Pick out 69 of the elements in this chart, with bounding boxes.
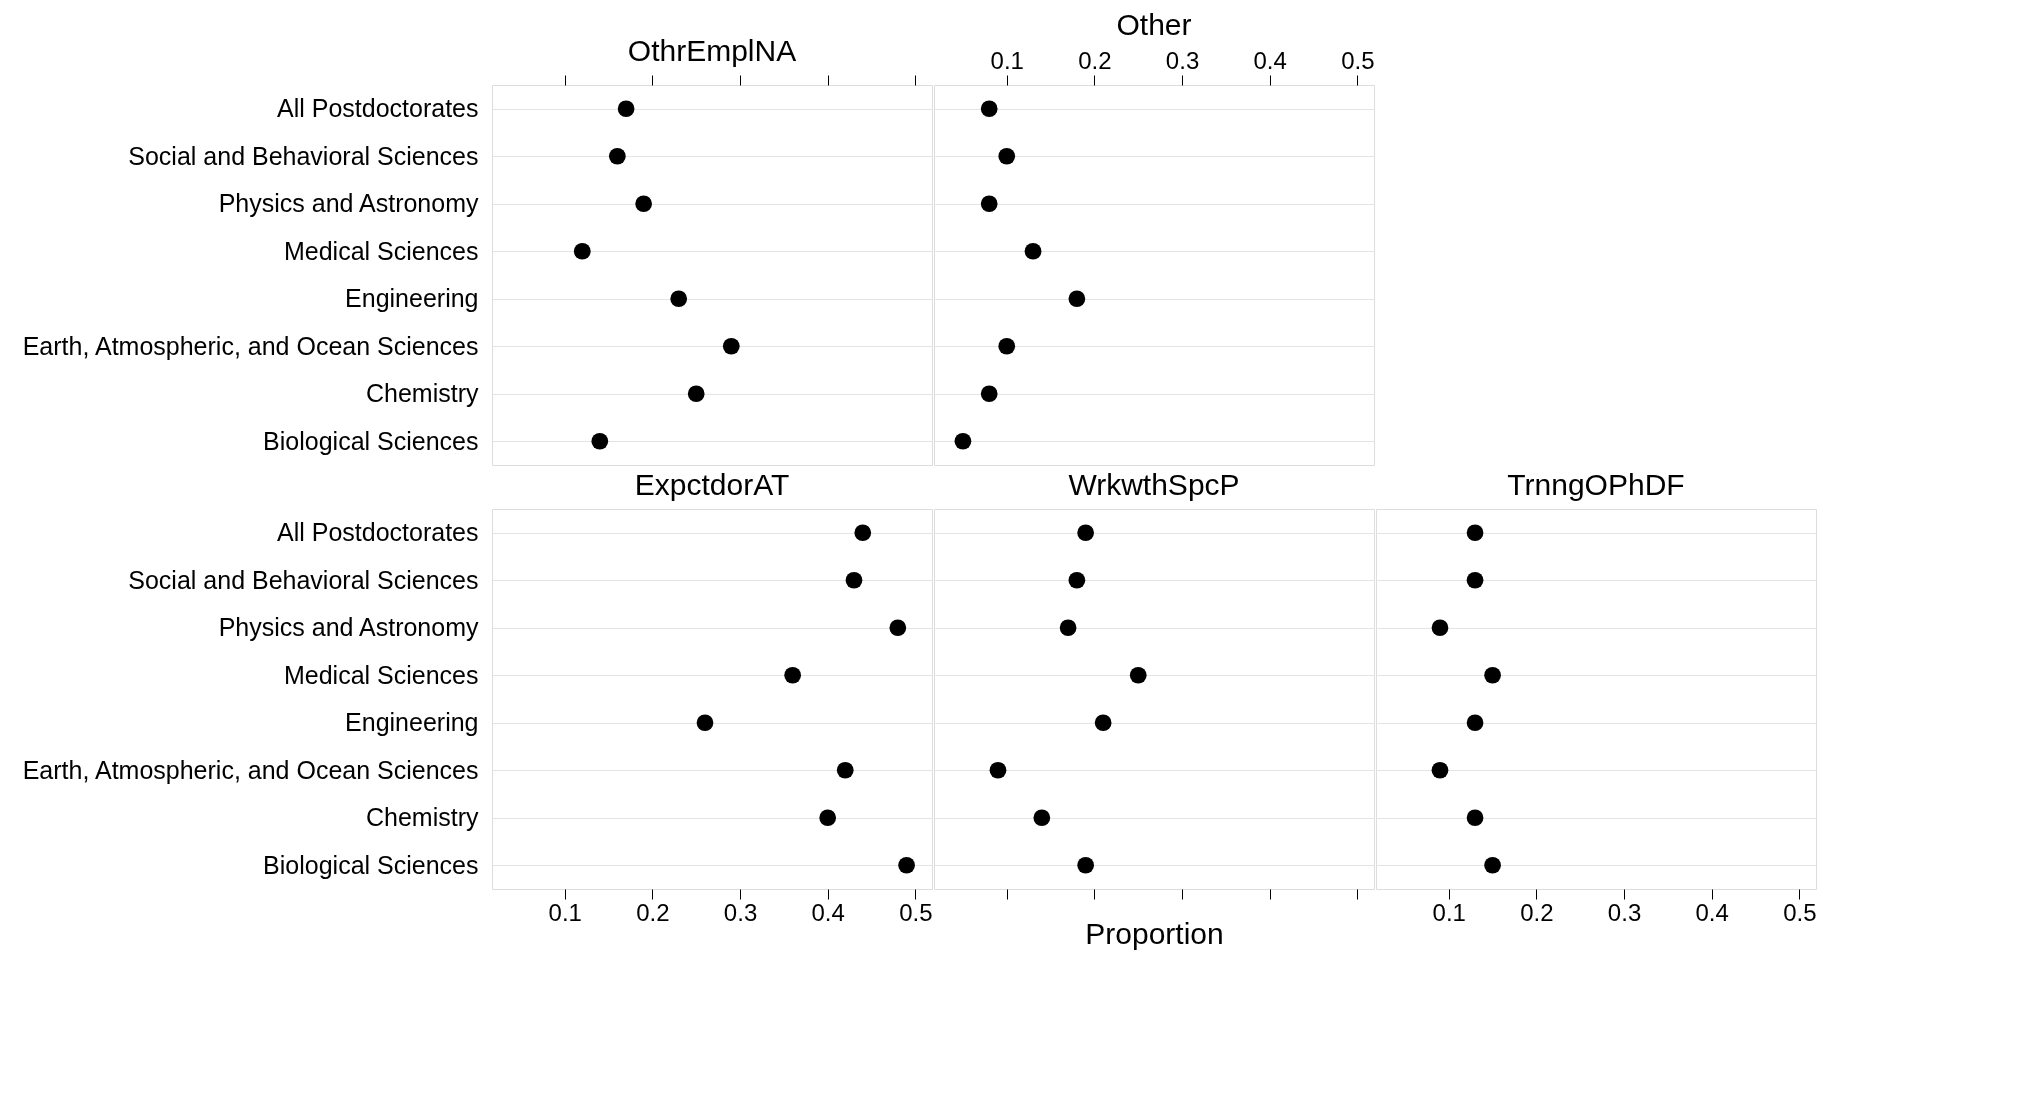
point (980, 385, 998, 403)
point (998, 147, 1016, 165)
point (854, 524, 872, 542)
x-tick-label: 0.1 (1432, 898, 1466, 926)
y-tick-label: Social and Behavioral Sciences (128, 141, 479, 170)
x-tick-label: 0.5 (1783, 898, 1817, 926)
point (687, 385, 705, 403)
point (954, 432, 972, 450)
point (1094, 714, 1112, 732)
x-tick-label: 0.2 (636, 898, 670, 926)
y-tick-label: All Postdoctorates (277, 94, 479, 123)
x-tick-label: 0.2 (1520, 898, 1554, 926)
point (573, 242, 591, 260)
point (819, 809, 837, 827)
y-tick-label: Earth, Atmospheric, and Ocean Sciences (22, 755, 479, 784)
chart-title: TrnngOPhDF (1507, 468, 1685, 501)
y-tick-label: Social and Behavioral Sciences (128, 565, 479, 594)
point (989, 761, 1007, 779)
point (1077, 856, 1094, 874)
y-tick-label: Engineering (345, 284, 479, 313)
point (898, 856, 915, 874)
chart-title: ExpctdorAT (634, 468, 790, 501)
y-tick-label: All Postdoctorates (277, 518, 479, 547)
x-tick-label: 0.4 (811, 898, 845, 926)
chart-title: OthrEmplNA (627, 33, 797, 67)
point (635, 195, 652, 213)
x-tick-label: 0.3 (1165, 46, 1200, 74)
x-tick-label: 0.4 (1695, 898, 1729, 926)
point (1077, 524, 1094, 542)
point (670, 290, 688, 308)
x-tick-label: 0.3 (723, 898, 758, 926)
x-tick-label: 0.4 (1253, 46, 1287, 74)
y-tick-label: Medical Sciences (283, 236, 479, 265)
y-tick-label: Chemistry (365, 803, 479, 832)
point (980, 100, 998, 118)
point (980, 195, 998, 213)
point (845, 571, 863, 589)
y-tick-label: Engineering (345, 708, 479, 737)
point (784, 666, 801, 684)
point (1033, 809, 1051, 827)
point (608, 147, 626, 165)
y-tick-label: Biological Sciences (263, 850, 479, 879)
chart-title: WrkwthSpcP (1068, 468, 1240, 501)
x-tick-label: 0.5 (1341, 46, 1375, 74)
x-tick-label: 0.3 (1607, 898, 1642, 926)
x-tick-label: 0.1 (990, 46, 1024, 74)
point (1068, 571, 1086, 589)
y-tick-label: Physics and Astronomy (218, 613, 479, 642)
point (998, 337, 1016, 355)
point (617, 100, 635, 118)
x-tick-label: 0.1 (548, 898, 582, 926)
y-tick-label: Medical Sciences (283, 660, 479, 689)
y-tick-label: Chemistry (365, 379, 479, 408)
point (1024, 242, 1042, 260)
point (591, 432, 609, 450)
x-tick-label: 0.2 (1078, 46, 1112, 74)
y-tick-label: Biological Sciences (263, 426, 479, 455)
point (1068, 290, 1086, 308)
x-tick-label: 0.5 (899, 898, 933, 926)
x-axis-title: Proportion (1085, 917, 1224, 950)
point (722, 337, 740, 355)
chart-title: Other (1116, 8, 1192, 41)
point (836, 761, 854, 779)
point (1059, 619, 1077, 637)
y-tick-label: Earth, Atmospheric, and Ocean Sciences (22, 331, 479, 360)
y-tick-label: Physics and Astronomy (218, 189, 479, 218)
point (696, 714, 714, 732)
point (889, 619, 907, 637)
point (1129, 666, 1147, 684)
